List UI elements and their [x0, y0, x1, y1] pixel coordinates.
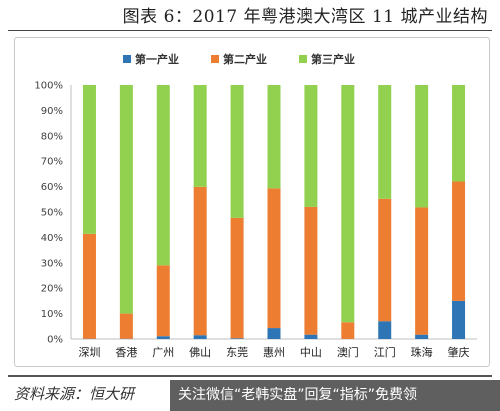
y-tick-label: 40% [41, 233, 63, 244]
x-category-label: 肇庆 [448, 345, 470, 359]
y-tick-label: 90% [41, 106, 63, 117]
legend-label: 第二产业 [223, 52, 267, 66]
x-category-label: 中山 [300, 346, 322, 359]
y-axis-ticks: 0% 10% 20% 30% 40% 50% 60% 70% 80% 90% 100% [34, 81, 63, 346]
x-category-label: 江门 [374, 345, 396, 359]
y-tick-label: 70% [41, 157, 63, 168]
bar-segment [193, 335, 207, 339]
bar-segment [378, 85, 392, 199]
y-tick-label: 10% [41, 309, 63, 320]
x-category-label: 香港 [115, 346, 137, 359]
x-category-label: 东莞 [226, 346, 248, 359]
x-axis-categories: 深圳 香港 广州 佛山 东莞 惠州 中山 澳门 江门 珠海 肇庆 [78, 345, 469, 359]
bar-segment [452, 300, 466, 339]
y-tick-label: 100% [34, 81, 63, 92]
bar-segment [304, 334, 318, 339]
bar-segment [415, 334, 429, 339]
y-tick-label: 80% [41, 131, 63, 142]
bar-segment [193, 85, 207, 187]
x-category-label: 佛山 [189, 346, 211, 359]
watermark-banner: 关注微信“老韩实盘”回复“指标”免费领 [170, 380, 500, 411]
bar-segment [230, 85, 244, 218]
bar-segment [82, 233, 96, 339]
bar-segment [378, 321, 392, 339]
bar-segment [304, 85, 318, 207]
bar-segment [82, 85, 96, 234]
legend-label: 第一产业 [135, 52, 179, 66]
x-category-label: 广州 [152, 346, 174, 359]
legend-swatch [299, 55, 307, 63]
bar-segment [156, 85, 170, 266]
bar-segment [230, 338, 244, 339]
bar-segment [452, 85, 466, 182]
bar-segment [267, 188, 281, 329]
bar-segment [415, 207, 429, 335]
chart-legend: 第一产业 第二产业 第三产业 [123, 52, 355, 66]
bar-segment [267, 85, 281, 189]
x-category-label: 澳门 [337, 345, 359, 359]
y-tick-label: 0% [47, 335, 63, 346]
y-tick-label: 20% [41, 284, 63, 295]
bar-segment [156, 336, 170, 339]
figure-title: 图表 6：2017 年粤港澳大湾区 11 城产业结构 [122, 7, 488, 27]
bar-segment [452, 181, 466, 301]
x-category-label: 深圳 [78, 346, 100, 359]
bar-segment [119, 313, 133, 339]
bar-segment [415, 85, 429, 208]
y-tick-label: 50% [41, 208, 63, 219]
bar-segment [341, 322, 355, 339]
y-tick-label: 30% [41, 258, 63, 269]
bar-segment [193, 186, 207, 336]
bar-segment [156, 265, 170, 337]
x-category-label: 珠海 [411, 345, 433, 359]
x-category-label: 惠州 [263, 345, 285, 359]
legend-label: 第三产业 [311, 52, 355, 66]
bar-segment [267, 328, 281, 339]
bar-segment [230, 217, 244, 339]
y-tick-label: 60% [41, 182, 63, 193]
bar-series [82, 85, 466, 339]
legend-swatch [211, 55, 219, 63]
stacked-bar-chart: 第一产业 第二产业 第三产业 0% 10% 20% 30% 40% 50% 60% 70% 80% 9… [34, 52, 477, 359]
title-divider [8, 30, 492, 31]
footer-divider [8, 375, 492, 377]
bar-segment [119, 85, 133, 314]
bar-segment [304, 206, 318, 335]
bar-segment [341, 85, 355, 323]
chart-panel: 第一产业 第二产业 第三产业 0% 10% 20% 30% 40% 50% 60% 70% 80% 9… [14, 37, 490, 367]
legend-swatch [123, 55, 131, 63]
source-note: 资料来源：恒大研 [14, 385, 135, 403]
bar-segment [378, 198, 392, 322]
